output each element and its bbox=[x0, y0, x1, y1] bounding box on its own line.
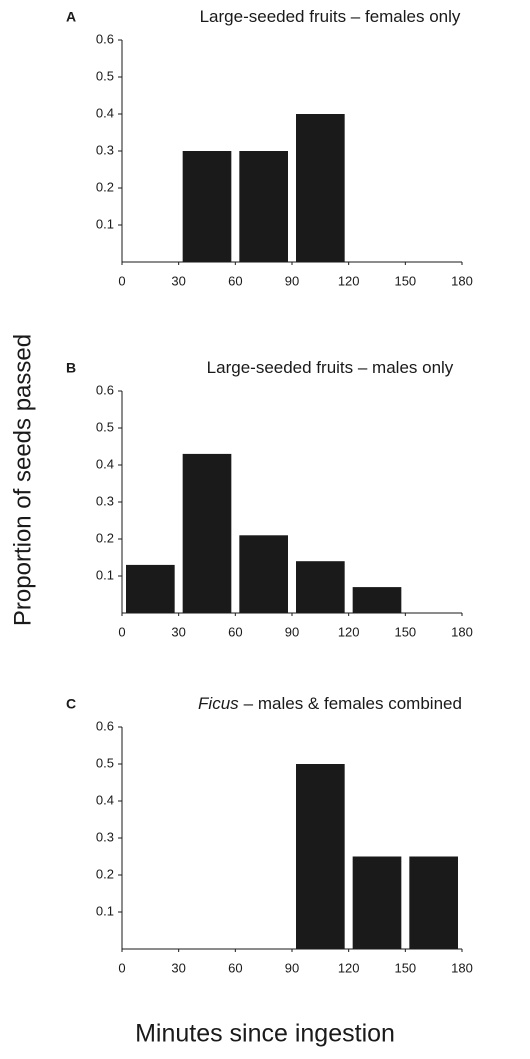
title-part: – males & females combined bbox=[244, 694, 462, 713]
x-tick-label: 120 bbox=[338, 273, 360, 288]
panel-title: Large-seeded fruits – males only bbox=[207, 358, 454, 377]
y-tick-label: 0.5 bbox=[96, 68, 114, 83]
x-tick-label: 90 bbox=[285, 273, 299, 288]
x-tick-label: 150 bbox=[394, 273, 416, 288]
bar bbox=[182, 151, 232, 262]
bar bbox=[239, 151, 288, 262]
y-tick-label: 0.5 bbox=[96, 419, 114, 434]
x-tick-label: 120 bbox=[338, 624, 360, 639]
panel-title: Ficus – males & females combined bbox=[198, 694, 462, 713]
bar bbox=[296, 764, 345, 949]
x-tick-label: 60 bbox=[228, 273, 242, 288]
x-tick-label: 150 bbox=[394, 960, 416, 975]
bar bbox=[239, 535, 288, 613]
y-tick-label: 0.2 bbox=[96, 179, 114, 194]
y-tick-label: 0.3 bbox=[96, 142, 114, 157]
x-tick-label: 60 bbox=[228, 960, 242, 975]
x-tick-label: 180 bbox=[451, 960, 473, 975]
y-tick-label: 0.3 bbox=[96, 829, 114, 844]
y-tick-label: 0.6 bbox=[96, 382, 114, 397]
panel-label: A bbox=[66, 9, 76, 25]
y-tick-label: 0.2 bbox=[96, 530, 114, 545]
y-tick-label: 0.2 bbox=[96, 866, 114, 881]
y-tick-label: 0.5 bbox=[96, 755, 114, 770]
panel-label: B bbox=[66, 360, 76, 376]
bar bbox=[352, 587, 402, 613]
title-part: Ficus bbox=[198, 694, 239, 713]
y-tick-label: 0.3 bbox=[96, 493, 114, 508]
x-tick-label: 180 bbox=[451, 273, 473, 288]
x-tick-label: 120 bbox=[338, 960, 360, 975]
y-tick-label: 0.4 bbox=[96, 456, 114, 471]
x-tick-label: 0 bbox=[118, 624, 125, 639]
x-tick-label: 0 bbox=[118, 960, 125, 975]
y-tick-label: 0.6 bbox=[96, 718, 114, 733]
x-axis-label: Minutes since ingestion bbox=[135, 1020, 395, 1048]
x-tick-label: 30 bbox=[171, 273, 185, 288]
x-tick-label: 0 bbox=[118, 273, 125, 288]
y-tick-label: 0.4 bbox=[96, 105, 114, 120]
x-tick-label: 90 bbox=[285, 624, 299, 639]
bar bbox=[182, 453, 232, 613]
title-part: Large-seeded fruits – females only bbox=[200, 7, 461, 26]
y-tick-label: 0.4 bbox=[96, 792, 114, 807]
title-part: Large-seeded fruits – males only bbox=[207, 358, 454, 377]
bar bbox=[352, 856, 402, 949]
bar bbox=[126, 564, 175, 613]
x-tick-label: 30 bbox=[171, 960, 185, 975]
bar bbox=[296, 561, 345, 613]
x-tick-label: 150 bbox=[394, 624, 416, 639]
y-tick-label: 0.6 bbox=[96, 31, 114, 46]
y-tick-label: 0.1 bbox=[96, 903, 114, 918]
y-tick-label: 0.1 bbox=[96, 567, 114, 582]
y-tick-label: 0.1 bbox=[96, 216, 114, 231]
y-axis-label: Proportion of seeds passed bbox=[9, 334, 36, 626]
panel-title: Large-seeded fruits – females only bbox=[200, 7, 461, 26]
x-tick-label: 60 bbox=[228, 624, 242, 639]
x-tick-label: 90 bbox=[285, 960, 299, 975]
panel-label: C bbox=[66, 696, 76, 712]
bar bbox=[296, 114, 345, 262]
x-tick-label: 180 bbox=[451, 624, 473, 639]
bar bbox=[409, 856, 458, 949]
x-tick-label: 30 bbox=[171, 624, 185, 639]
